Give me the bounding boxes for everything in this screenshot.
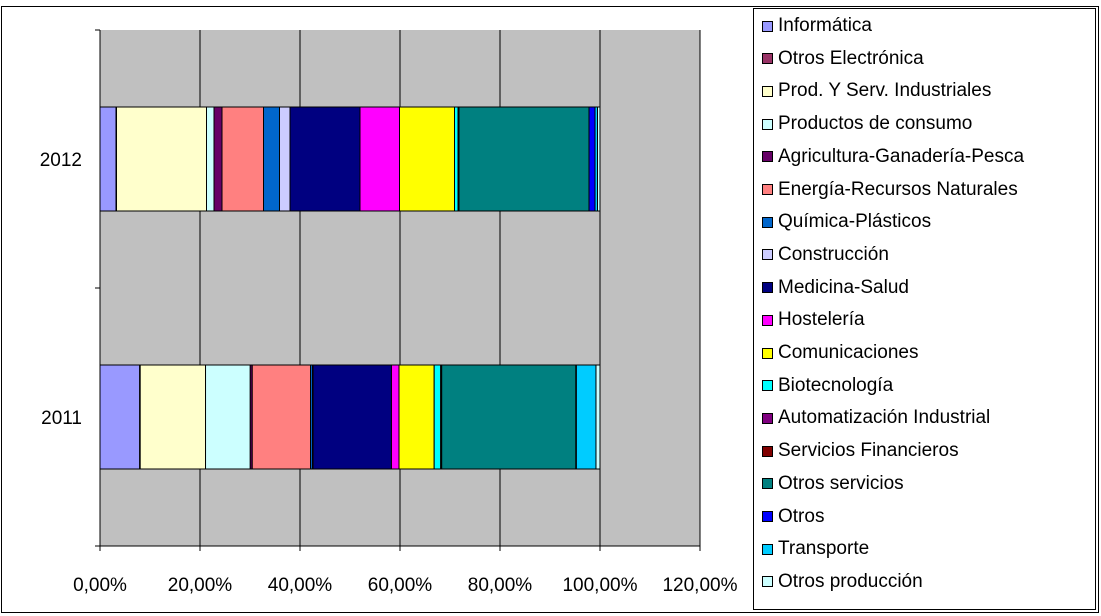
tick-labels: 0,00% 20,00% 40,00% 60,00% 80,00% 100,00% 120,… <box>40 150 738 596</box>
legend-item: Química-Plásticos <box>762 211 931 233</box>
legend-swatch <box>762 511 773 522</box>
bar-segment <box>458 106 590 212</box>
x-tick-label: 60,00% <box>368 575 433 596</box>
y-tick-label: 2012 <box>40 150 82 171</box>
bar-segment <box>454 106 459 212</box>
legend-label: Química-Plásticos <box>778 211 932 233</box>
legend-item: Construcción <box>762 244 889 266</box>
bar-segment <box>99 106 117 212</box>
bar-segment <box>441 364 577 470</box>
legend-label: Medicina-Salud <box>778 276 909 298</box>
bar-segment <box>595 364 601 470</box>
legend-item: Otros servicios <box>762 473 904 495</box>
legend-swatch <box>762 314 773 326</box>
legend-item: Otros <box>762 506 824 528</box>
legend-swatch <box>762 412 773 424</box>
legend-label: Servicios Financieros <box>778 440 959 462</box>
legend-swatch <box>762 20 773 32</box>
legend-swatch <box>762 216 773 228</box>
legend-label: Otros Electrónica <box>778 47 924 69</box>
legend-label: Otros <box>778 505 825 527</box>
legend-item: Otros Electrónica <box>762 48 924 70</box>
bar-segment <box>399 106 455 212</box>
legend-swatch <box>762 184 773 195</box>
axes <box>95 29 701 551</box>
bar-segment <box>251 364 312 470</box>
legend-label: Transporte <box>778 538 870 560</box>
legend-swatch <box>762 85 773 97</box>
bar-segment <box>206 106 215 212</box>
legend-label: Energía-Recursos Naturales <box>778 178 1018 200</box>
legend-item: Hostelería <box>762 309 865 331</box>
legend-swatch <box>762 151 773 163</box>
legend-item: Biotecnología <box>762 375 893 397</box>
bar-segment <box>289 106 361 212</box>
bar-segments <box>99 106 601 470</box>
bar-segment <box>221 106 264 212</box>
legend-label: Prod. Y Serv. Industriales <box>778 80 992 102</box>
x-tick-label: 40,00% <box>268 575 333 596</box>
x-tick-label: 80,00% <box>468 575 533 596</box>
chart-plot-svg: 0,00% 20,00% 40,00% 60,00% 80,00% 100,00% 120,… <box>40 29 738 596</box>
bar-segment <box>99 364 141 470</box>
legend-item: Comunicaciones <box>762 342 918 364</box>
legend-item: Productos de consumo <box>762 113 972 135</box>
legend-swatch <box>762 478 773 490</box>
legend-item: Energía-Recursos Naturales <box>762 179 1018 201</box>
bar-segment <box>312 364 392 470</box>
bar-segment <box>116 106 207 212</box>
legend-label: Construcción <box>778 243 889 265</box>
bar-segment <box>433 364 442 470</box>
legend-swatch <box>762 543 773 555</box>
legend-item: Transporte <box>762 538 869 560</box>
legend: Informática Otros Electrónica Prod. Y Serv… <box>753 8 1096 610</box>
legend-item: Otros producción <box>762 571 923 593</box>
legend-item: Medicina-Salud <box>762 277 909 299</box>
legend-label: Informática <box>778 15 872 36</box>
legend-swatch <box>762 445 773 457</box>
bar-segment <box>588 106 596 212</box>
bar-segment <box>359 106 400 212</box>
bar-segment <box>139 364 207 470</box>
bar-segment <box>213 106 223 212</box>
legend-label: Automatización Industrial <box>778 407 991 429</box>
legend-label: Biotecnología <box>778 374 894 396</box>
bar-segment <box>398 364 435 470</box>
legend-item: Agricultura-Ganadería-Pesca <box>762 146 1024 168</box>
legend-swatch <box>762 347 773 359</box>
legend-label: Otros producción <box>778 570 923 592</box>
x-tick-label: 120,00% <box>662 575 737 596</box>
bar-segment <box>575 364 597 470</box>
legend-swatch <box>762 53 773 65</box>
legend-label: Productos de consumo <box>778 113 973 135</box>
legend-label: Hostelería <box>778 309 865 331</box>
x-tick-label: 0,00% <box>73 575 127 596</box>
legend-label: Agricultura-Ganadería-Pesca <box>778 145 1025 167</box>
legend-item: Prod. Y Serv. Industriales <box>762 80 991 102</box>
legend-label: Otros servicios <box>778 472 904 494</box>
legend-item: Automatización Industrial <box>762 407 990 429</box>
bar-segment <box>597 106 601 212</box>
legend-label: Comunicaciones <box>778 342 919 363</box>
legend-swatch <box>762 282 773 294</box>
legend-swatch <box>762 118 773 130</box>
legend-swatch <box>762 249 773 261</box>
bar-segment <box>390 364 400 470</box>
legend-swatch <box>762 380 773 392</box>
y-tick-label: 2011 <box>41 408 82 429</box>
x-tick-label: 100,00% <box>562 575 637 596</box>
x-tick-label: 20,00% <box>168 575 233 596</box>
legend-item: Informática <box>762 15 872 37</box>
bar-segment <box>279 106 291 212</box>
legend-item: Servicios Financieros <box>762 440 959 462</box>
bar-segment <box>263 106 280 212</box>
legend-swatch <box>762 576 773 588</box>
bar-segment <box>205 364 251 470</box>
